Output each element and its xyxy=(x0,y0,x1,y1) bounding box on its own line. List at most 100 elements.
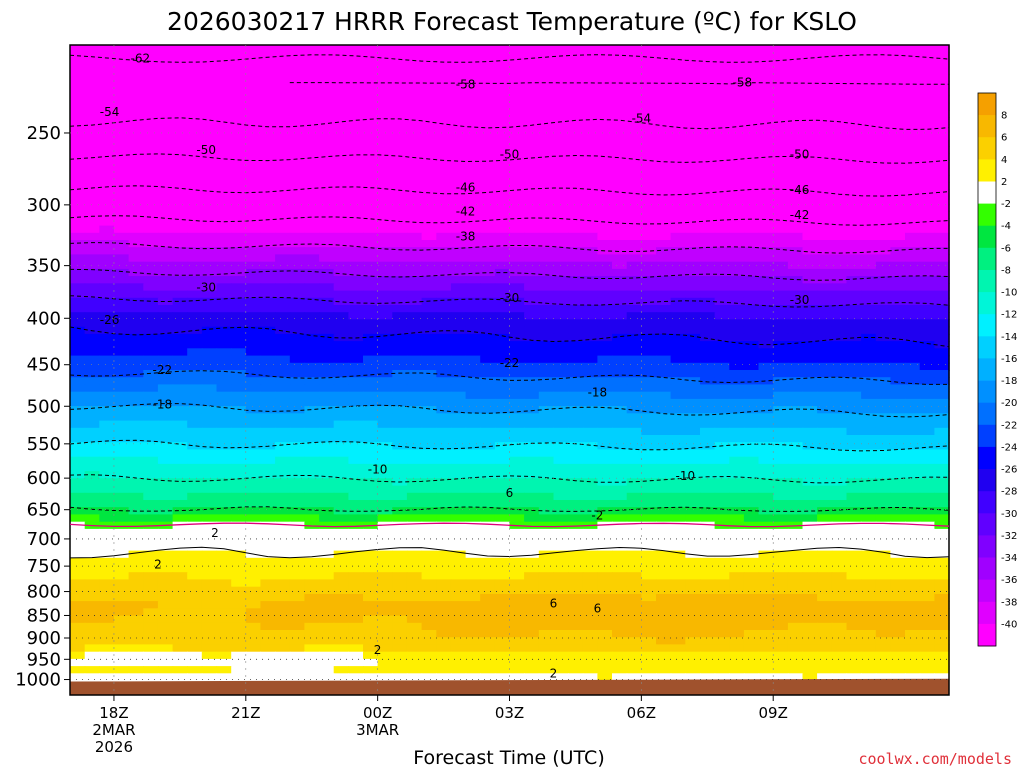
field-cell xyxy=(128,550,144,559)
field-cell xyxy=(626,442,642,450)
field-cell xyxy=(172,268,188,277)
field-cell xyxy=(114,362,130,371)
field-cell xyxy=(612,95,628,104)
field-cell xyxy=(319,319,335,328)
field-cell xyxy=(319,398,335,407)
field-cell xyxy=(128,579,144,588)
field-cell xyxy=(553,543,569,552)
field-cell xyxy=(406,615,423,624)
field-cell xyxy=(84,247,100,255)
field-cell xyxy=(275,211,291,219)
field-cell xyxy=(99,500,115,508)
field-cell xyxy=(319,146,335,154)
field-cell xyxy=(363,131,379,140)
field-cell xyxy=(890,601,906,609)
field-cell xyxy=(905,88,921,97)
field-cell xyxy=(685,81,701,89)
field-cell xyxy=(245,167,262,176)
field-cell xyxy=(260,471,276,479)
field-cell xyxy=(333,500,349,508)
field-cell xyxy=(363,362,379,371)
field-cell xyxy=(626,117,642,125)
field-cell xyxy=(553,160,569,169)
field-cell xyxy=(172,146,188,154)
field-cell xyxy=(670,102,686,111)
field-cell xyxy=(597,261,613,270)
field-cell xyxy=(172,644,188,653)
field-cell xyxy=(99,449,115,458)
field-cell xyxy=(363,572,379,580)
field-cell xyxy=(670,593,686,602)
field-cell xyxy=(597,88,613,97)
field-cell xyxy=(304,536,320,544)
field-cell xyxy=(348,579,364,588)
field-cell xyxy=(890,521,906,530)
field-cell xyxy=(700,117,716,125)
field-cell xyxy=(450,52,467,60)
field-cell xyxy=(201,572,218,580)
field-cell xyxy=(773,66,789,75)
field-cell xyxy=(421,608,437,617)
field-cell xyxy=(861,276,877,284)
field-cell xyxy=(421,615,437,624)
field-cell xyxy=(494,52,511,60)
field-cell xyxy=(773,305,789,313)
field-cell xyxy=(553,211,569,219)
field-cell xyxy=(597,391,613,400)
field-cell xyxy=(685,586,701,595)
field-cell xyxy=(802,305,818,313)
field-cell xyxy=(670,557,686,566)
field-cell xyxy=(582,247,599,255)
field-cell xyxy=(84,333,100,342)
field-cell xyxy=(597,160,613,169)
field-cell xyxy=(568,211,584,219)
field-cell xyxy=(70,73,86,82)
field-cell xyxy=(743,362,760,371)
field-cell xyxy=(729,572,745,580)
field-cell xyxy=(905,572,921,580)
field-cell xyxy=(494,333,511,342)
field-cell xyxy=(641,456,657,465)
field-cell xyxy=(787,95,804,104)
field-cell xyxy=(143,88,159,97)
field-cell xyxy=(787,305,804,313)
field-cell xyxy=(846,622,862,631)
field-cell xyxy=(729,435,745,443)
field-cell xyxy=(626,254,642,263)
field-cell xyxy=(538,478,555,487)
field-cell xyxy=(670,507,686,515)
field-cell xyxy=(670,45,686,53)
field-cell xyxy=(787,384,804,393)
field-cell xyxy=(685,593,701,602)
field-cell xyxy=(172,622,188,631)
field-cell xyxy=(231,579,247,588)
field-cell xyxy=(157,420,174,429)
field-cell xyxy=(743,637,760,645)
field-cell xyxy=(846,276,862,284)
field-cell xyxy=(875,240,892,248)
field-cell xyxy=(84,297,100,306)
field-cell xyxy=(905,117,921,125)
field-cell xyxy=(846,565,862,573)
field-cell xyxy=(377,348,393,357)
field-cell xyxy=(875,413,892,422)
field-cell xyxy=(685,232,701,241)
field-cell xyxy=(582,218,599,227)
field-cell xyxy=(700,146,716,154)
field-cell xyxy=(626,297,642,306)
field-cell xyxy=(773,52,789,60)
field-cell xyxy=(143,305,159,313)
field-cell xyxy=(729,637,745,645)
field-cell xyxy=(70,175,86,183)
field-cell xyxy=(260,427,276,436)
field-cell xyxy=(905,153,921,162)
field-cell xyxy=(216,644,232,653)
field-cell xyxy=(846,45,862,53)
field-cell xyxy=(114,146,130,154)
field-cell xyxy=(509,160,525,169)
field-cell xyxy=(758,463,774,472)
field-cell xyxy=(406,131,423,140)
field-cell xyxy=(524,146,540,154)
field-cell xyxy=(582,319,599,328)
field-cell xyxy=(99,370,115,378)
